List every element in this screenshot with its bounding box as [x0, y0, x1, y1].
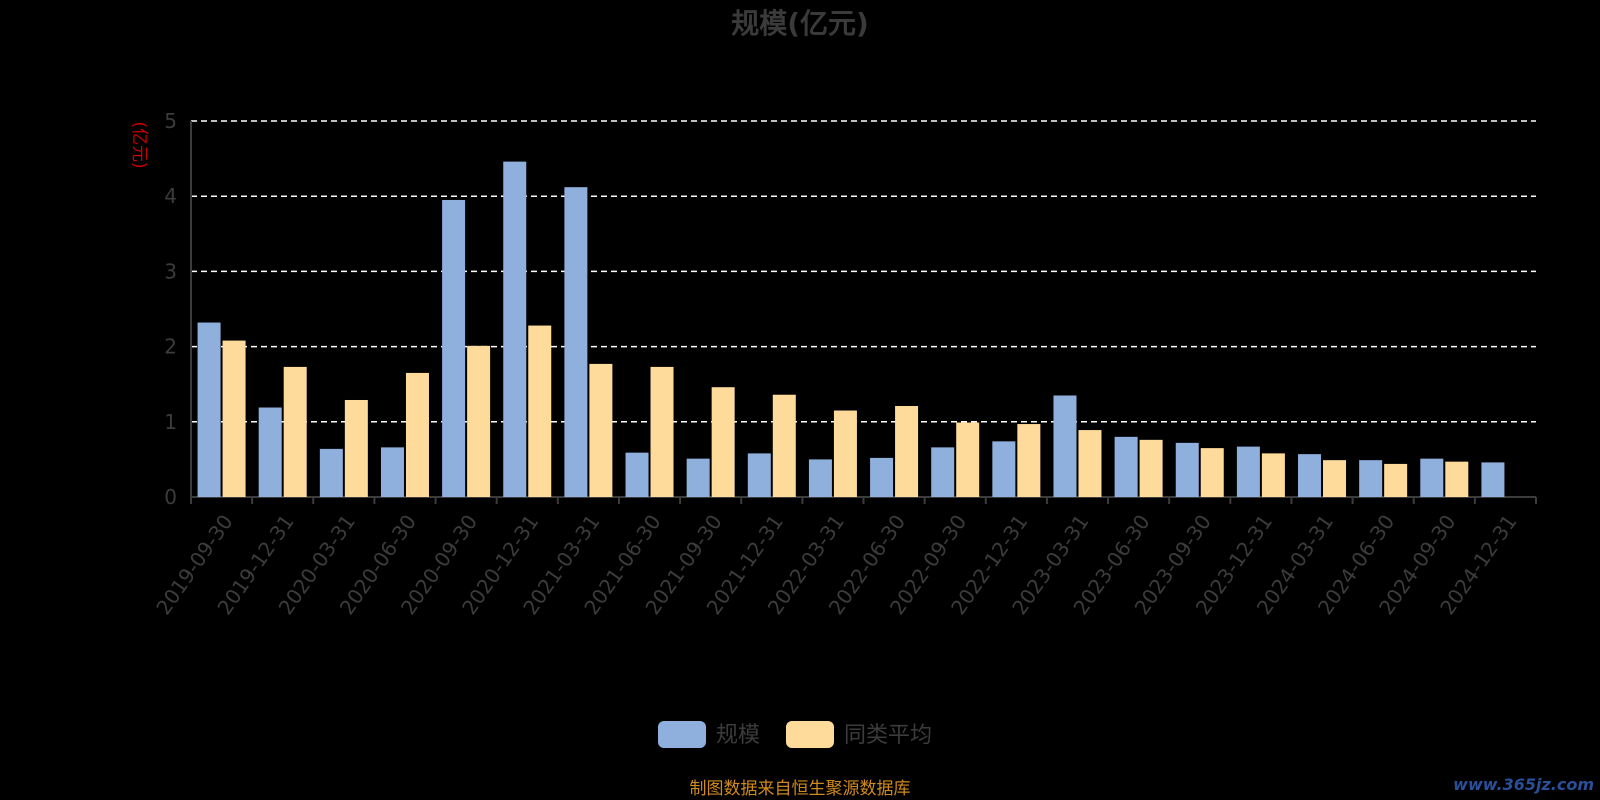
bar-size [808, 459, 832, 497]
y-axis-ticks: 0 1 2 3 4 5 [164, 109, 177, 509]
bar-size [503, 161, 527, 497]
bar-peer-average [222, 340, 246, 497]
bar-size [197, 322, 221, 497]
bar-size [442, 199, 466, 497]
watermark: www.365jz.com [1453, 775, 1594, 794]
bar-peer-average [1139, 439, 1163, 497]
bar-peer-average [283, 366, 307, 497]
bar-peer-average [528, 325, 552, 497]
bar-peer-average [895, 406, 919, 497]
bar-peer-average [1445, 461, 1469, 497]
bar-peer-average [1323, 460, 1347, 497]
bar-size [1298, 454, 1322, 497]
legend: 规模 同类平均 [658, 721, 932, 748]
chart-title: 规模(亿元) [731, 7, 869, 40]
bar-peer-average [1017, 424, 1041, 497]
bar-size [625, 452, 649, 497]
y-tick-label: 5 [164, 109, 177, 133]
axes [190, 121, 1536, 498]
x-axis-ticks: 2019-09-302019-12-312020-03-312020-06-30… [151, 497, 1537, 619]
bar-size [1359, 460, 1383, 497]
bar-size [747, 453, 771, 497]
legend-label: 规模 [716, 723, 760, 748]
y-axis-unit-label: (亿元) [129, 121, 149, 168]
bar-peer-average [711, 387, 735, 497]
y-tick-label: 3 [164, 259, 177, 283]
data-source-note: 制图数据来自恒生聚源数据库 [690, 779, 911, 799]
bar-size [258, 407, 282, 497]
bar-size [1420, 458, 1444, 497]
bar-size [870, 457, 894, 497]
legend-label: 同类平均 [844, 723, 932, 748]
bar-peer-average [650, 366, 674, 497]
bar-peer-average [405, 372, 429, 497]
bar-peer-average [956, 422, 980, 497]
legend-swatch [658, 721, 706, 748]
bar-size [931, 447, 955, 497]
y-tick-label: 2 [164, 335, 177, 359]
bar-size [686, 458, 710, 497]
bar-peer-average [344, 399, 368, 497]
bar-peer-average [1078, 430, 1102, 497]
bar-peer-average [1261, 453, 1285, 497]
bar-size [1175, 442, 1199, 497]
bar-size [380, 447, 404, 497]
legend-swatch [786, 721, 834, 748]
bar-peer-average [467, 345, 491, 497]
bar-peer-average [589, 363, 613, 497]
bar-peer-average [833, 410, 857, 497]
bars [197, 161, 1505, 497]
y-tick-label: 4 [164, 184, 177, 208]
y-tick-label: 1 [164, 410, 177, 434]
grid-lines [191, 120, 1536, 423]
bar-size [1053, 395, 1077, 497]
bar-size [1114, 436, 1138, 497]
bar-peer-average [1384, 463, 1408, 497]
bar-peer-average [1200, 448, 1224, 497]
bar-peer-average [772, 394, 796, 497]
bar-size [564, 187, 588, 497]
bar-size [319, 448, 343, 497]
y-tick-label: 0 [164, 485, 177, 509]
bar-size [1236, 446, 1260, 497]
bar-size [1481, 462, 1505, 497]
bar-size [992, 441, 1016, 497]
